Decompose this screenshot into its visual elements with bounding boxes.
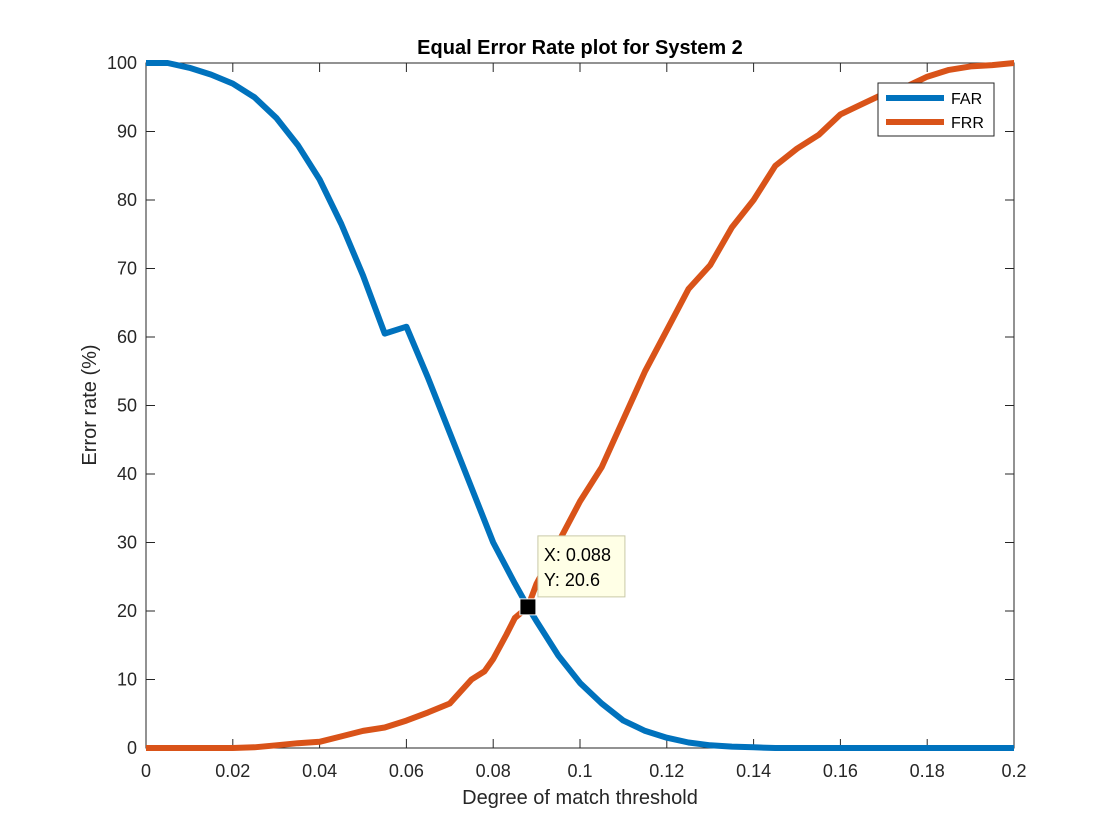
y-tick-label: 70: [117, 259, 137, 279]
legend-box: [877, 82, 995, 137]
legend[interactable]: FAR FRR: [877, 82, 995, 137]
data-tip[interactable]: X: 0.088 Y: 20.6: [519, 535, 626, 616]
axes: 0 0.02 0.04 0.06 0.08 0.1 0.12 0.14 0.16 0.18 0.2 0…: [107, 53, 1027, 781]
x-tick-label: 0.02: [215, 761, 250, 781]
data-tip-box: [537, 535, 626, 598]
legend-label-frr: FRR: [951, 115, 984, 132]
series-line-frr: [146, 60, 1014, 751]
y-tick-label: 80: [117, 190, 137, 210]
data-tip-marker: [519, 598, 537, 616]
x-tick-label: 0.1: [567, 761, 592, 781]
chart-title: Equal Error Rate plot for System 2: [417, 37, 743, 59]
x-tick-label: 0.16: [823, 761, 858, 781]
y-tick-label: 20: [117, 601, 137, 621]
x-tick-label: 0.2: [1001, 761, 1026, 781]
x-tick-label: 0.08: [476, 761, 511, 781]
x-tick-label: 0.18: [910, 761, 945, 781]
x-tick-label: 0.12: [649, 761, 684, 781]
x-tick-label: 0.06: [389, 761, 424, 781]
y-tick-label: 40: [117, 464, 137, 484]
x-tick-label: 0.14: [736, 761, 771, 781]
y-tick-label: 50: [117, 396, 137, 416]
y-tick-label: 30: [117, 533, 137, 553]
y-tick-label: 90: [117, 122, 137, 142]
x-axis-label: Degree of match threshold: [462, 787, 698, 809]
y-axis-label: Error rate (%): [79, 344, 101, 465]
y-tick-label: 100: [107, 53, 137, 73]
legend-label-far: FAR: [951, 91, 982, 108]
data-tip-y-label: Y: 20.6: [544, 570, 600, 590]
x-tick-label: 0.04: [302, 761, 337, 781]
y-tick-label: 60: [117, 327, 137, 347]
y-tick-label: 0: [127, 738, 137, 758]
y-tick-label: 10: [117, 670, 137, 690]
data-tip-x-label: X: 0.088: [544, 545, 611, 565]
x-tick-label: 0: [141, 761, 151, 781]
